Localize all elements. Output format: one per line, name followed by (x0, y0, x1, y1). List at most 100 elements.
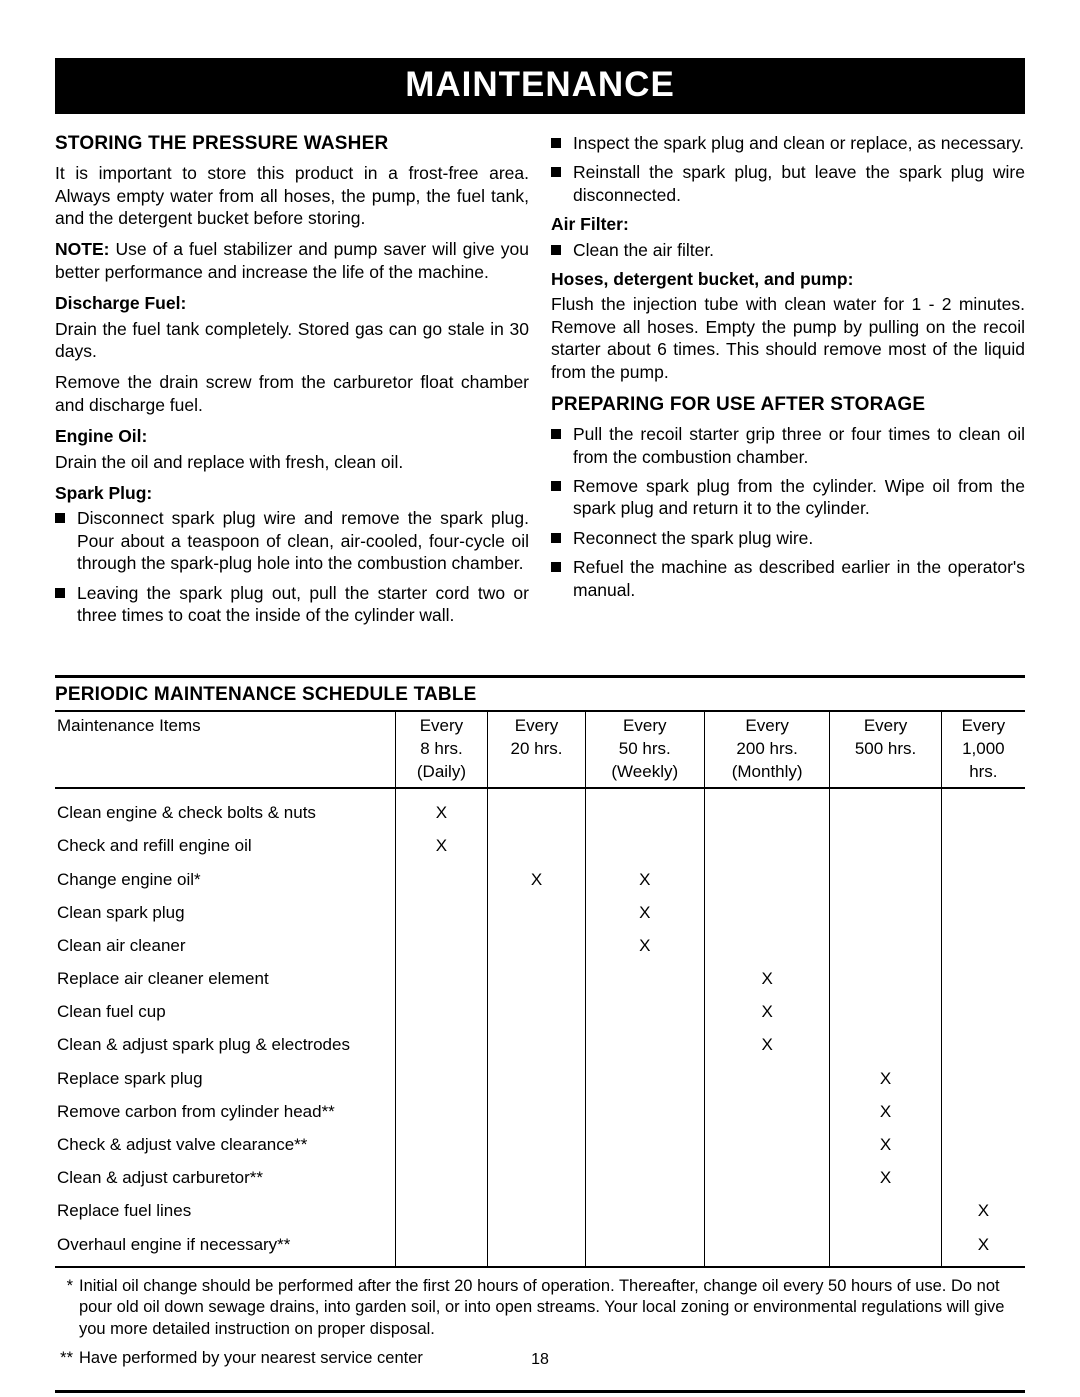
table-row: Replace air cleaner elementX (55, 962, 1025, 995)
row-mark: X (941, 1228, 1025, 1267)
row-mark (941, 962, 1025, 995)
row-mark (585, 1161, 704, 1194)
row-mark (585, 1128, 704, 1161)
row-mark (830, 863, 941, 896)
row-mark (585, 1194, 704, 1227)
row-mark (941, 1095, 1025, 1128)
row-mark (830, 1194, 941, 1227)
row-mark (585, 1095, 704, 1128)
row-item: Replace spark plug (55, 1062, 395, 1095)
air-filter-list: Clean the air filter. (551, 239, 1025, 261)
row-item: Clean engine & check bolts & nuts (55, 788, 395, 829)
row-mark (585, 1228, 704, 1267)
preparing-list: Pull the recoil starter grip three or fo… (551, 423, 1025, 601)
row-mark (488, 1028, 585, 1061)
row-mark (941, 929, 1025, 962)
banner-title: MAINTENANCE (55, 65, 1025, 105)
row-item: Replace fuel lines (55, 1194, 395, 1227)
row-mark: X (585, 896, 704, 929)
row-mark (830, 929, 941, 962)
row-mark (941, 788, 1025, 829)
row-mark (704, 1194, 829, 1227)
row-mark (941, 1062, 1025, 1095)
table-row: Replace spark plugX (55, 1062, 1025, 1095)
row-mark (488, 1194, 585, 1227)
table-row: Replace fuel lines X (55, 1194, 1025, 1227)
col-8hrs: Every8 hrs.(Daily) (395, 711, 488, 788)
table-row: Change engine oil* XX (55, 863, 1025, 896)
row-mark (830, 962, 941, 995)
row-item: Clean & adjust spark plug & electrodes (55, 1028, 395, 1061)
table-row: Clean air cleanerX (55, 929, 1025, 962)
row-mark (585, 1028, 704, 1061)
row-item: Clean air cleaner (55, 929, 395, 962)
row-item: Change engine oil* (55, 863, 395, 896)
row-mark (941, 829, 1025, 862)
list-item: Pull the recoil starter grip three or fo… (551, 423, 1025, 468)
schedule-title: PERIODIC MAINTENANCE SCHEDULE TABLE (55, 684, 1025, 706)
row-mark (585, 995, 704, 1028)
table-row: Clean engine & check bolts & nutsX (55, 788, 1025, 829)
table-row: Remove carbon from cylinder head**X (55, 1095, 1025, 1128)
row-mark (704, 1228, 829, 1267)
page-number: 18 (0, 1351, 1080, 1369)
row-mark (395, 962, 488, 995)
right-column: Inspect the spark plug and clean or repl… (551, 132, 1025, 633)
list-item: Reconnect the spark plug wire. (551, 527, 1025, 549)
left-column: STORING THE PRESSURE WASHER It is import… (55, 132, 529, 633)
spark-plug-list: Disconnect spark plug wire and remove th… (55, 507, 529, 626)
list-item: Reinstall the spark plug, but leave the … (551, 161, 1025, 206)
section-banner: MAINTENANCE (55, 58, 1025, 114)
row-mark (395, 929, 488, 962)
row-mark: X (830, 1128, 941, 1161)
hoses-p: Flush the injection tube with clean wate… (551, 293, 1025, 383)
row-mark (704, 788, 829, 829)
row-mark: X (704, 1028, 829, 1061)
list-item: Clean the air filter. (551, 239, 1025, 261)
row-mark (941, 1028, 1025, 1061)
col-50hrs: Every50 hrs.(Weekly) (585, 711, 704, 788)
row-mark (395, 1194, 488, 1227)
row-mark (830, 896, 941, 929)
row-mark (488, 1095, 585, 1128)
discharge-p1: Drain the fuel tank completely. Stored g… (55, 318, 529, 363)
row-mark: X (395, 788, 488, 829)
table-row: Clean & adjust carburetor**X (55, 1161, 1025, 1194)
row-mark: X (585, 863, 704, 896)
list-item: Disconnect spark plug wire and remove th… (55, 507, 529, 574)
row-mark (395, 1028, 488, 1061)
spark-plug-head: Spark Plug: (55, 482, 529, 504)
row-mark (704, 1095, 829, 1128)
row-mark (488, 1128, 585, 1161)
row-mark: X (830, 1095, 941, 1128)
row-mark (704, 1062, 829, 1095)
row-mark (941, 1128, 1025, 1161)
row-mark: X (488, 863, 585, 896)
preparing-heading: PREPARING FOR USE AFTER STORAGE (551, 393, 1025, 417)
row-mark (585, 829, 704, 862)
row-mark (704, 1128, 829, 1161)
row-mark (704, 929, 829, 962)
row-mark (395, 1095, 488, 1128)
row-mark: X (941, 1194, 1025, 1227)
col-500hrs: Every500 hrs. (830, 711, 941, 788)
hoses-head: Hoses, detergent bucket, and pump: (551, 268, 1025, 290)
row-mark (395, 896, 488, 929)
storing-note: NOTE: Use of a fuel stabilizer and pump … (55, 238, 529, 283)
row-mark (704, 863, 829, 896)
row-mark (488, 788, 585, 829)
list-item: Leaving the spark plug out, pull the sta… (55, 582, 529, 627)
row-mark (395, 995, 488, 1028)
row-item: Clean fuel cup (55, 995, 395, 1028)
row-item: Clean spark plug (55, 896, 395, 929)
list-item: Inspect the spark plug and clean or repl… (551, 132, 1025, 154)
row-mark (488, 1062, 585, 1095)
col-1000hrs: Every1,000hrs. (941, 711, 1025, 788)
col-items: Maintenance Items (55, 711, 395, 788)
row-mark (830, 1028, 941, 1061)
row-mark (585, 1062, 704, 1095)
row-mark: X (830, 1161, 941, 1194)
row-mark (395, 863, 488, 896)
row-mark (585, 788, 704, 829)
row-mark (395, 1062, 488, 1095)
